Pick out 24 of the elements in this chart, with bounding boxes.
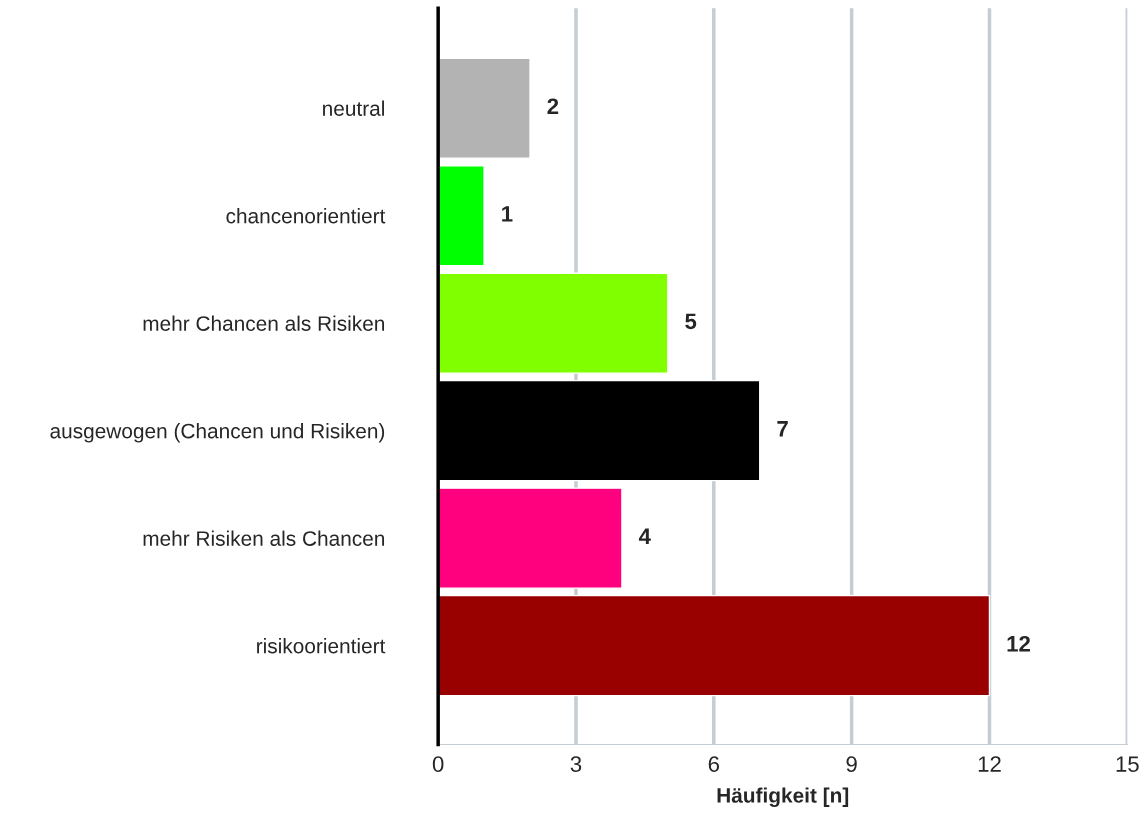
x-tick-label: 15 <box>1116 756 1139 772</box>
data-label: 5 <box>685 313 697 330</box>
x-tick-label: 9 <box>846 756 857 772</box>
bar <box>438 594 991 697</box>
x-tick-label: 12 <box>978 756 1001 772</box>
y-tick-label: neutral <box>323 100 384 116</box>
data-label: 1 <box>502 206 513 222</box>
y-tick-label: ausgewogen (Chancen und Risiken) <box>50 423 385 443</box>
y-tick-label: chancenorientiert <box>226 208 386 224</box>
data-label: 2 <box>547 98 559 114</box>
x-tick-label: 3 <box>570 756 582 772</box>
bar <box>438 164 485 267</box>
x-tick-label: 6 <box>708 756 720 772</box>
x-axis-title: Häufigkeit [n] <box>717 787 849 808</box>
x-tick-label: 0 <box>432 756 444 772</box>
data-label: 4 <box>638 528 651 544</box>
bar <box>438 487 623 589</box>
y-tick-label: risikoorientiert <box>257 638 386 654</box>
y-tick-label: mehr Chancen als Risiken <box>143 315 385 331</box>
bar <box>438 272 669 374</box>
data-label: 12 <box>1007 635 1030 652</box>
bar <box>438 57 531 159</box>
data-label: 7 <box>777 421 788 437</box>
y-tick-label: mehr Risiken als Chancen <box>143 530 385 546</box>
